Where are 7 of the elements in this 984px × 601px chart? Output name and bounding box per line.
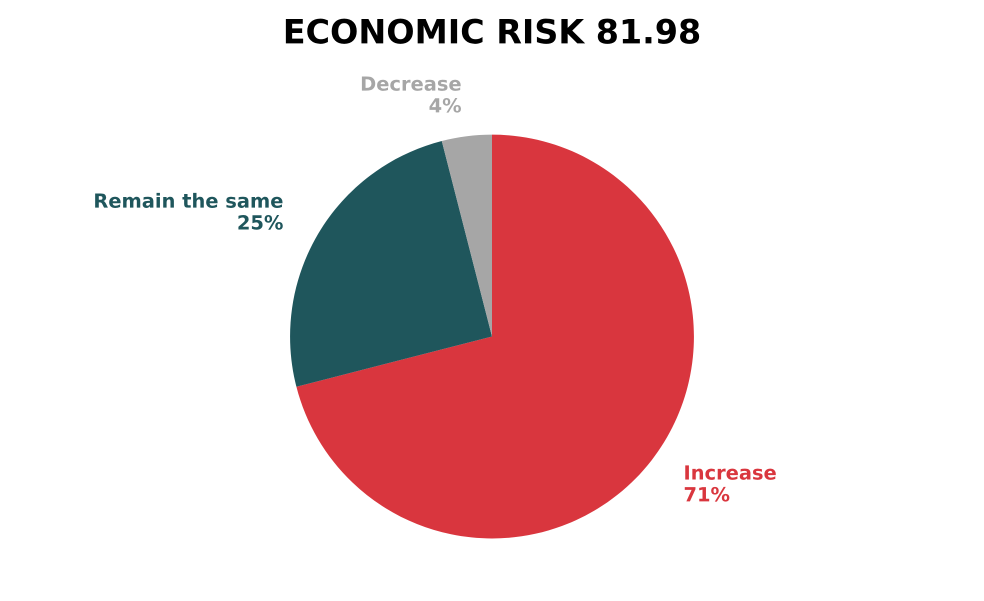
slice-label: Decrease xyxy=(362,76,461,91)
slice-label: Increase xyxy=(685,465,776,480)
data-label: 4% xyxy=(429,98,462,113)
slice-label: Remain the same xyxy=(95,192,282,208)
data-label: 25% xyxy=(238,215,283,230)
data-label: 71% xyxy=(684,486,730,502)
chart-title: ECONOMIC RISK 81.98 xyxy=(286,18,700,44)
